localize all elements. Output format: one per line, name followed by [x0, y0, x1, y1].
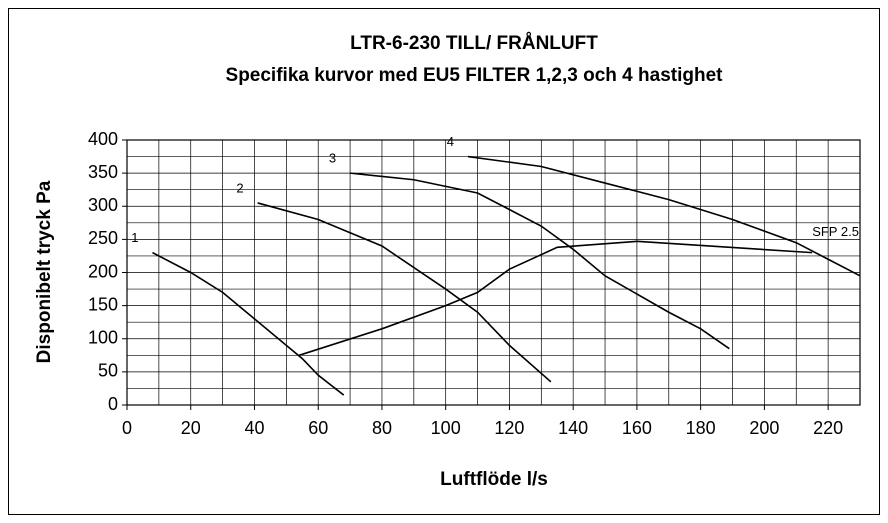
line-series [350, 172, 730, 350]
chart-frame [8, 8, 880, 515]
series-label: 4 [447, 134, 454, 149]
y-tick-label: 200 [88, 261, 118, 281]
x-tick-label: 40 [244, 418, 264, 438]
y-tick-label: 250 [88, 228, 118, 248]
x-tick-label: 20 [181, 418, 201, 438]
x-axis-label: Luftflöde l/s [440, 469, 548, 490]
series-label: 2 [236, 180, 243, 195]
x-tick-label: 160 [622, 418, 652, 438]
y-tick-label: 350 [88, 162, 118, 182]
x-tick-label: 60 [308, 418, 328, 438]
series-label: SFP 2.5 [812, 224, 859, 239]
y-tick-label: 300 [88, 195, 118, 215]
line-series [298, 240, 813, 357]
chart-title: LTR-6-230 TILL/ FRÅNLUFT [350, 33, 598, 54]
line-series [257, 202, 552, 383]
x-tick-label: 200 [749, 418, 779, 438]
y-tick-label: 100 [88, 328, 118, 348]
series-label: 3 [329, 151, 336, 166]
x-tick-label: 120 [494, 418, 524, 438]
x-tick-label: 100 [431, 418, 461, 438]
line-series [467, 155, 861, 277]
y-tick-label: 50 [98, 361, 118, 381]
series-label: 1 [131, 230, 138, 245]
x-tick-label: 220 [813, 418, 843, 438]
line-series [152, 251, 345, 396]
x-tick-label: 0 [122, 418, 132, 438]
x-tick-label: 80 [372, 418, 392, 438]
y-tick-label: 0 [108, 394, 118, 414]
x-tick-label: 180 [686, 418, 716, 438]
y-tick-label: 400 [88, 129, 118, 149]
chart-subtitle: Specifika kurvor med EU5 FILTER 1,2,3 oc… [226, 65, 724, 86]
y-axis-label: Disponibelt tryck Pa [34, 180, 55, 363]
x-tick-label: 140 [558, 418, 588, 438]
y-tick-label: 150 [88, 294, 118, 314]
